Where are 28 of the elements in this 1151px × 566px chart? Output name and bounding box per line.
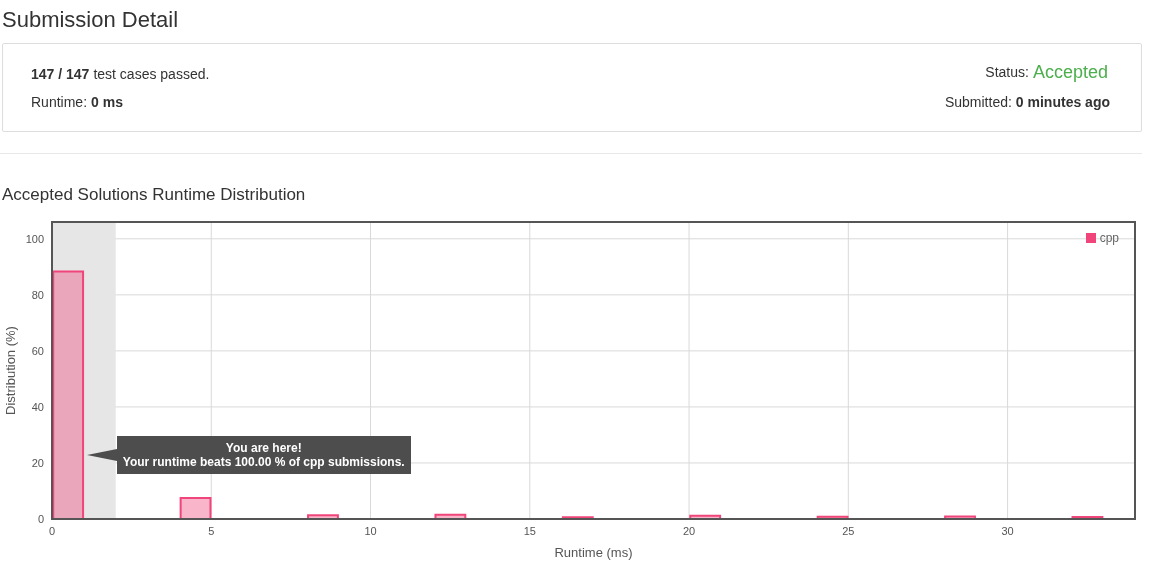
y-tick-label: 0 [37, 512, 44, 525]
y-axis-title: Distribution (%) [2, 326, 18, 415]
text: Submitted: [944, 94, 1012, 110]
x-tick-label: 10 [364, 524, 377, 537]
y-tick-label: 80 [31, 288, 44, 301]
x-tick-label: 30 [1001, 524, 1014, 537]
x-tick-label: 25 [842, 524, 855, 537]
annotation: Your runtime beats 100.00 % of cpp submissions. [122, 455, 405, 469]
text: 0 ms [91, 94, 123, 110]
x-tick-label: 0 [48, 524, 56, 537]
text: 147 / 147 [31, 66, 90, 82]
text: Accepted [1032, 61, 1108, 83]
chart-title: Submission Detail [2, 6, 179, 34]
text: test cases passed. [93, 66, 210, 82]
y-tick-label: 40 [31, 400, 44, 413]
text: 0 minutes ago [1015, 94, 1110, 110]
text: Runtime: [31, 94, 88, 110]
annotation: You are here! [225, 441, 302, 455]
x-tick-label: 20 [682, 524, 696, 537]
y-tick-label: 20 [31, 456, 44, 469]
x-tick-label: 5 [208, 524, 215, 537]
text: Status: [985, 64, 1029, 80]
chart-subtitle: Accepted Solutions Runtime Distribution [2, 184, 306, 206]
legend-label: cpp [1099, 231, 1119, 245]
y-tick-label: 60 [31, 344, 44, 357]
x-tick-label: 15 [523, 524, 536, 537]
y-tick-label: 100 [25, 232, 44, 245]
x-axis-title: Runtime (ms) [554, 545, 633, 560]
